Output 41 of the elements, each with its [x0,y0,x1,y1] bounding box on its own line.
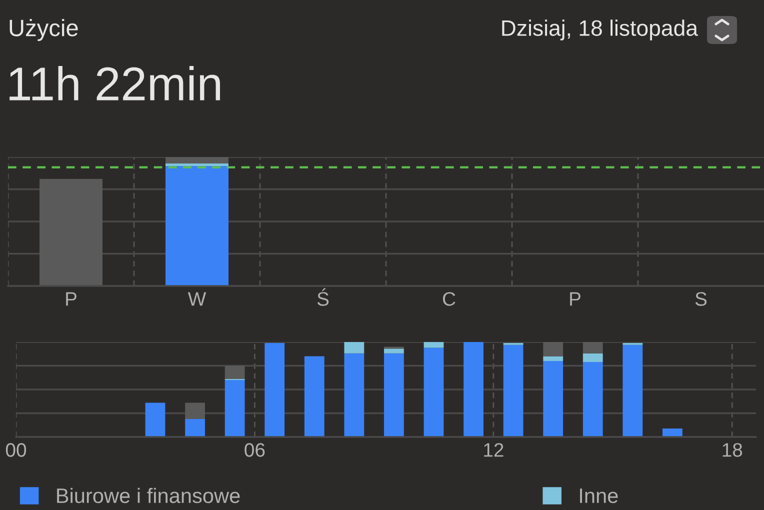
x-tick-label: P [66,292,76,306]
legend-label: Biurowe i finansowe [57,488,240,504]
bar [424,348,444,437]
bar [145,402,166,437]
x-tick-label: 00 [6,443,26,457]
bar [384,348,404,354]
bar [185,402,205,419]
bar [344,353,364,437]
bar [543,342,564,356]
x-tick-label: 06 [244,443,265,457]
legend-label: Inne [580,488,618,504]
bar [582,362,603,437]
bar [40,178,102,286]
bar [424,342,444,348]
bar [166,157,228,164]
bar [166,166,228,286]
x-tick-label: 12 [484,443,504,457]
bar [224,380,245,437]
bar [384,353,404,437]
bar [166,163,228,166]
bar [344,342,364,354]
bar [185,418,205,437]
bar [622,344,643,437]
bar [503,344,524,437]
x-tick-label: S [695,292,707,306]
bar [224,366,245,380]
x-tick-label: C [442,292,456,306]
bar [264,342,285,437]
bar [543,356,564,361]
x-tick-label: P [570,292,580,306]
text: Dzisiaj, 18 listopada [502,20,698,40]
bar [582,342,603,354]
bar [582,353,603,362]
bar [304,356,324,437]
bar [543,361,564,437]
chart-title: Użycie [10,18,78,42]
chart-subtitle: 11h 22min [10,66,220,100]
bar [464,342,484,437]
x-tick-label: W [188,292,206,306]
x-tick-label: Ś [317,288,329,306]
x-tick-label: 18 [722,443,742,457]
